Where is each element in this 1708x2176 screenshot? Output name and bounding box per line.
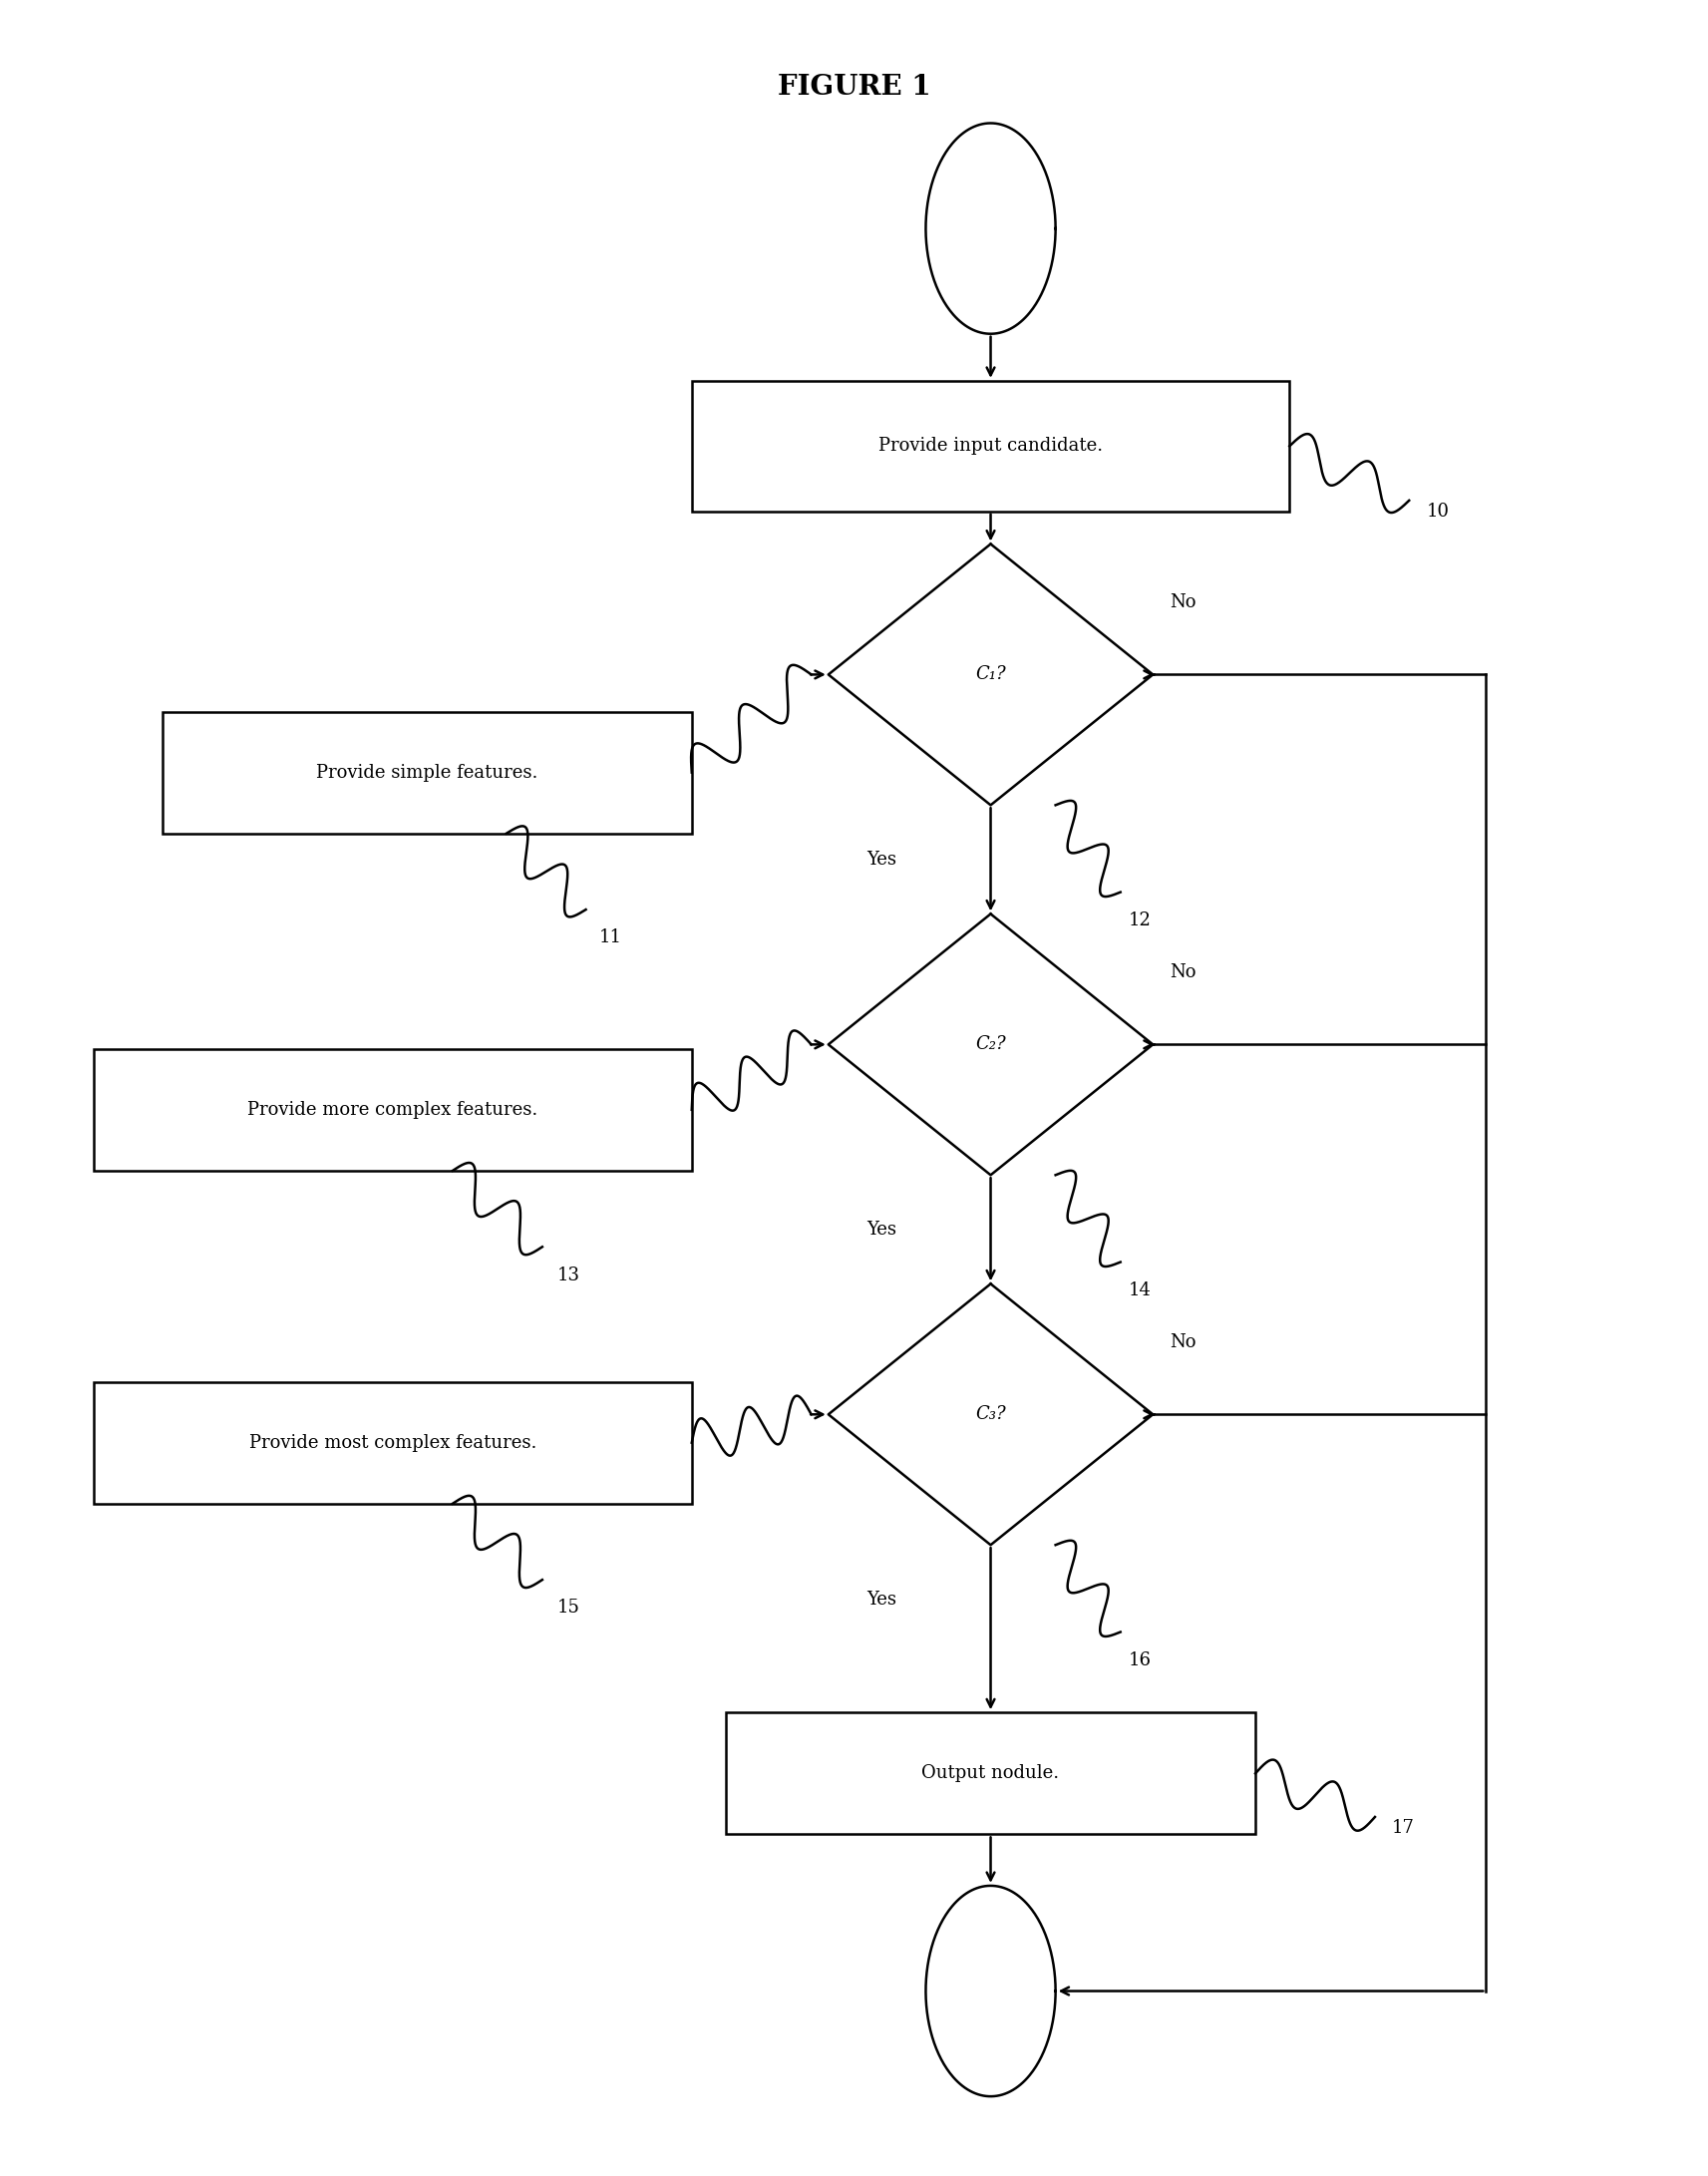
Text: Provide simple features.: Provide simple features. bbox=[316, 764, 538, 781]
Bar bbox=[692, 381, 1290, 511]
Text: 11: 11 bbox=[600, 929, 622, 947]
Text: 10: 10 bbox=[1426, 503, 1448, 520]
Text: Yes: Yes bbox=[866, 851, 897, 868]
Text: 14: 14 bbox=[1129, 1282, 1151, 1299]
Text: No: No bbox=[1170, 594, 1196, 611]
Text: FIGURE 1: FIGURE 1 bbox=[777, 74, 931, 100]
Bar bbox=[94, 1049, 692, 1171]
Text: 12: 12 bbox=[1129, 912, 1151, 929]
Text: No: No bbox=[1170, 964, 1196, 981]
Text: 17: 17 bbox=[1392, 1819, 1414, 1837]
Bar bbox=[94, 1382, 692, 1504]
Text: No: No bbox=[1170, 1334, 1196, 1351]
Text: Yes: Yes bbox=[866, 1591, 897, 1608]
Text: 16: 16 bbox=[1129, 1652, 1151, 1669]
Text: Yes: Yes bbox=[866, 1221, 897, 1238]
Text: 13: 13 bbox=[557, 1266, 581, 1284]
Bar bbox=[162, 712, 692, 833]
Text: Output nodule.: Output nodule. bbox=[922, 1765, 1059, 1782]
Text: C₃?: C₃? bbox=[975, 1406, 1006, 1423]
Text: Provide most complex features.: Provide most complex features. bbox=[249, 1434, 536, 1451]
Bar bbox=[726, 1713, 1255, 1834]
Text: Provide input candidate.: Provide input candidate. bbox=[878, 437, 1103, 455]
Text: 15: 15 bbox=[557, 1599, 581, 1617]
Text: C₁?: C₁? bbox=[975, 666, 1006, 683]
Text: Provide more complex features.: Provide more complex features. bbox=[248, 1101, 538, 1118]
Text: C₂?: C₂? bbox=[975, 1036, 1006, 1053]
